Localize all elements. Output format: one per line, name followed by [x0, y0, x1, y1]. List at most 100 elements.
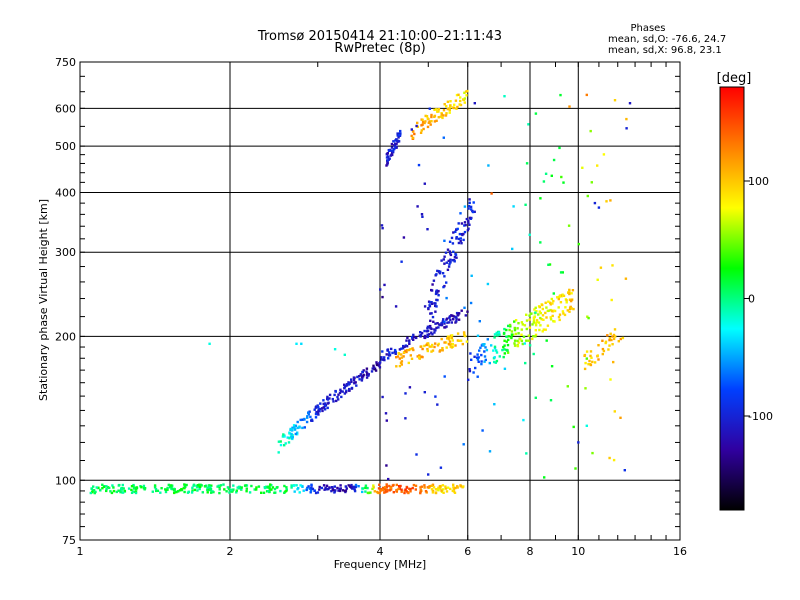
data-point: [402, 344, 405, 348]
data-point: [557, 297, 560, 301]
data-point: [344, 485, 347, 488]
data-point: [119, 489, 122, 492]
data-point: [520, 321, 524, 324]
data-point: [279, 443, 283, 447]
data-point: [206, 491, 209, 494]
data-point: [507, 338, 510, 342]
data-point: [419, 488, 422, 492]
data-point: [447, 342, 451, 346]
data-point: [541, 314, 545, 317]
data-point: [442, 488, 445, 491]
data-point: [430, 350, 433, 353]
data-point: [330, 489, 333, 493]
data-point: [572, 307, 575, 311]
data-point: [517, 322, 520, 325]
data-point: [398, 357, 401, 360]
data-point: [328, 393, 332, 397]
data-point: [105, 489, 108, 493]
data-point: [459, 239, 462, 243]
data-point: [430, 488, 434, 491]
data-point: [427, 343, 430, 347]
data-point: [435, 273, 438, 276]
data-point: [464, 314, 467, 317]
data-point: [439, 466, 443, 469]
data-point: [303, 426, 306, 429]
data-point: [558, 318, 561, 322]
data-point: [450, 321, 453, 324]
data-point: [377, 364, 381, 367]
data-point: [524, 203, 527, 206]
data-point: [403, 491, 406, 495]
data-point: [130, 491, 134, 494]
data-point: [105, 487, 108, 491]
data-point: [358, 375, 361, 378]
data-point: [276, 486, 279, 489]
data-point: [514, 319, 518, 322]
data-point: [290, 484, 293, 487]
data-point: [549, 318, 553, 321]
data-point: [426, 125, 430, 129]
data-point: [583, 353, 587, 357]
data-point: [462, 98, 466, 102]
data-point: [410, 357, 414, 360]
data-point: [420, 129, 423, 132]
data-point: [350, 387, 354, 390]
data-point: [386, 161, 389, 164]
data-point: [402, 355, 405, 358]
data-point: [445, 296, 448, 300]
data-point: [317, 406, 320, 409]
data-point: [369, 491, 372, 494]
data-point: [271, 486, 275, 489]
data-point: [428, 485, 431, 488]
data-point: [596, 278, 599, 281]
data-point: [134, 491, 138, 495]
data-point: [403, 345, 406, 348]
data-point: [537, 313, 540, 316]
data-point: [486, 282, 490, 286]
data-point: [539, 241, 542, 244]
data-point: [400, 353, 403, 356]
data-point: [467, 227, 470, 230]
data-point: [455, 228, 458, 231]
data-point: [468, 369, 472, 373]
y-tick-label: 400: [55, 186, 76, 199]
data-point: [388, 351, 391, 354]
data-point: [597, 344, 600, 347]
data-point: [115, 490, 118, 494]
data-point: [435, 305, 438, 308]
data-point: [222, 483, 225, 486]
data-point: [367, 374, 370, 377]
data-point: [547, 309, 550, 312]
data-point: [528, 344, 532, 347]
data-point: [424, 490, 428, 493]
data-point: [308, 410, 311, 413]
data-point: [558, 294, 562, 297]
data-point: [269, 483, 272, 486]
data-point: [454, 344, 457, 347]
data-point: [557, 315, 561, 319]
data-point: [392, 140, 395, 143]
data-point: [517, 341, 520, 344]
data-point: [90, 487, 94, 490]
data-point: [343, 383, 346, 386]
data-point: [296, 433, 299, 436]
data-point: [601, 339, 604, 342]
data-point: [445, 112, 448, 115]
data-point: [112, 486, 115, 489]
data-point: [296, 420, 299, 424]
data-point: [413, 132, 416, 136]
data-point: [528, 326, 532, 329]
data-point: [160, 487, 163, 490]
data-point: [348, 485, 352, 488]
data-point: [452, 487, 456, 491]
data-point: [468, 201, 471, 204]
data-point: [511, 247, 514, 251]
data-point: [585, 357, 588, 360]
data-point: [324, 402, 327, 405]
data-point: [430, 302, 434, 305]
data-point: [354, 483, 358, 487]
data-point: [483, 355, 487, 358]
data-point: [530, 312, 533, 315]
data-point: [468, 216, 472, 220]
data-point: [385, 353, 388, 356]
